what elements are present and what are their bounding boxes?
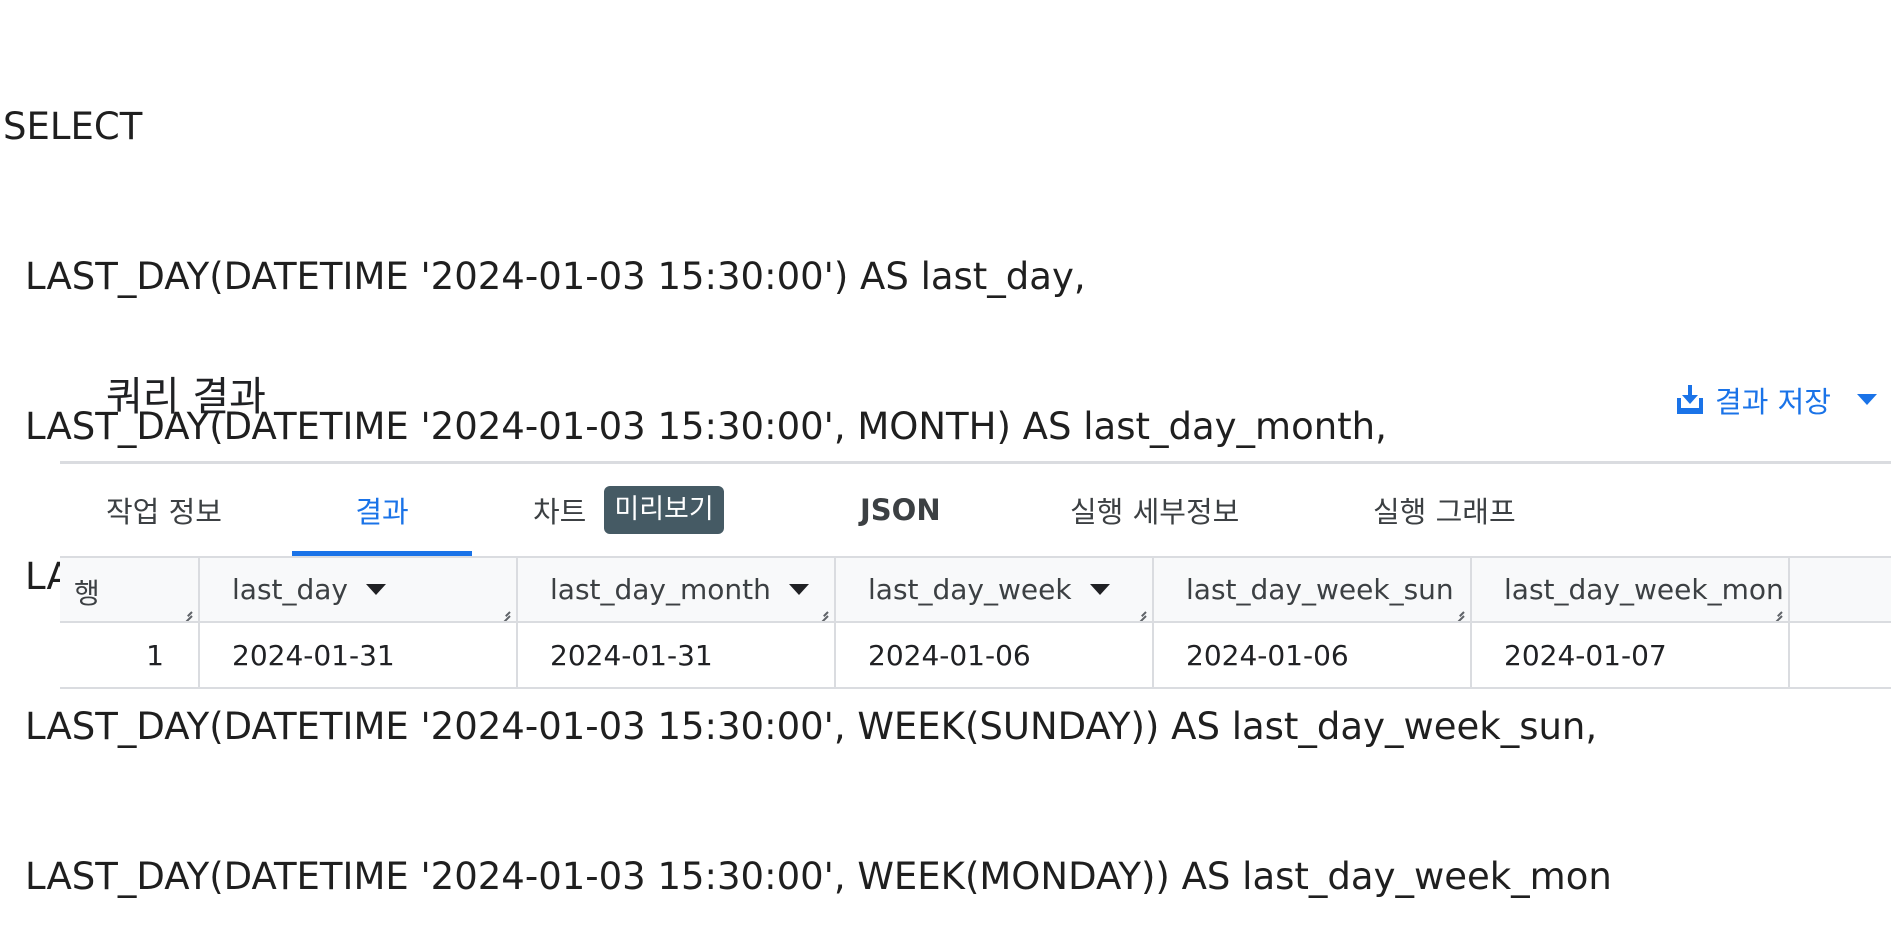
tab-job-info[interactable]: 작업 정보 — [106, 464, 222, 556]
tab-label: 실행 그래프 — [1373, 495, 1516, 529]
tab-label: 작업 정보 — [106, 495, 222, 529]
column-resize-handle[interactable] — [1136, 607, 1146, 617]
sql-line: LAST_DAY(DATETIME '2024-01-03 15:30:00',… — [25, 705, 1598, 748]
tab-label: JSON — [860, 493, 941, 527]
caret-down-icon[interactable] — [1089, 584, 1110, 595]
sql-line: SELECT — [3, 105, 143, 148]
column-header-label: last_day_week_sun — [1186, 573, 1454, 606]
sql-line: LAST_DAY(DATETIME '2024-01-03 15:30:00')… — [25, 255, 1086, 298]
column-header-last-day-week[interactable]: last_day_week — [836, 558, 1154, 621]
column-resize-handle[interactable] — [500, 607, 510, 617]
column-resize-handle[interactable] — [1454, 607, 1464, 617]
column-resize-handle[interactable] — [818, 607, 828, 617]
table-row: 1 2024-01-31 2024-01-31 2024-01-06 2024-… — [60, 623, 1891, 689]
tab-json[interactable]: JSON — [860, 464, 941, 556]
caret-down-icon — [1857, 394, 1877, 406]
tab-results[interactable]: 결과 — [292, 464, 472, 556]
row-header-label: 행 — [74, 577, 100, 610]
table-cell[interactable]: 2024-01-07 — [1472, 623, 1790, 687]
column-header-last-day-week-mon[interactable]: last_day_week_mon — [1472, 558, 1790, 621]
save-results-label: 결과 저장 — [1715, 385, 1831, 419]
sql-line: LAST_DAY(DATETIME '2024-01-03 15:30:00',… — [25, 405, 1387, 448]
tab-label: 실행 세부정보 — [1070, 495, 1240, 529]
column-header-label: last_day — [232, 573, 349, 606]
column-header-last-day-month[interactable]: last_day_month — [518, 558, 836, 621]
tab-label: 차트 — [533, 495, 587, 529]
table-cell[interactable]: 2024-01-31 — [518, 623, 836, 687]
table-cell[interactable]: 2024-01-31 — [200, 623, 518, 687]
download-icon — [1675, 384, 1705, 416]
tab-execution-graph[interactable]: 실행 그래프 — [1373, 464, 1516, 556]
table-header-row: 행 last_day last_day_month last_day_week … — [60, 556, 1891, 623]
results-divider — [60, 461, 1891, 464]
caret-down-icon[interactable] — [366, 584, 387, 595]
column-resize-handle[interactable] — [182, 607, 192, 617]
column-header-last-day[interactable]: last_day — [200, 558, 518, 621]
row-number: 1 — [60, 623, 200, 687]
column-header-last-day-week-sun[interactable]: last_day_week_sun — [1154, 558, 1472, 621]
column-header-label: last_day_week_mon — [1504, 573, 1784, 606]
table-cell[interactable]: 2024-01-06 — [836, 623, 1154, 687]
save-results-button[interactable]: 결과 저장 — [1675, 378, 1877, 422]
caret-down-icon[interactable] — [788, 584, 809, 595]
column-header-label: last_day_month — [550, 573, 771, 606]
results-table: 행 last_day last_day_month last_day_week … — [60, 556, 1891, 689]
tab-execution-details[interactable]: 실행 세부정보 — [1070, 464, 1239, 556]
column-header-label: last_day_week — [868, 573, 1072, 606]
results-tabs: 작업 정보 결과 차트 미리보기 JSON 실행 세부정보 실행 그래프 — [60, 464, 1891, 556]
preview-badge: 미리보기 — [604, 486, 724, 534]
tab-chart[interactable]: 차트 미리보기 — [533, 464, 724, 556]
tab-label: 결과 — [355, 495, 409, 529]
table-cell[interactable]: 2024-01-06 — [1154, 623, 1472, 687]
column-resize-handle[interactable] — [1772, 607, 1782, 617]
row-number-header: 행 — [60, 558, 200, 621]
query-results-title: 쿼리 결과 — [106, 374, 266, 420]
sql-line: LAST_DAY(DATETIME '2024-01-03 15:30:00',… — [25, 855, 1612, 898]
